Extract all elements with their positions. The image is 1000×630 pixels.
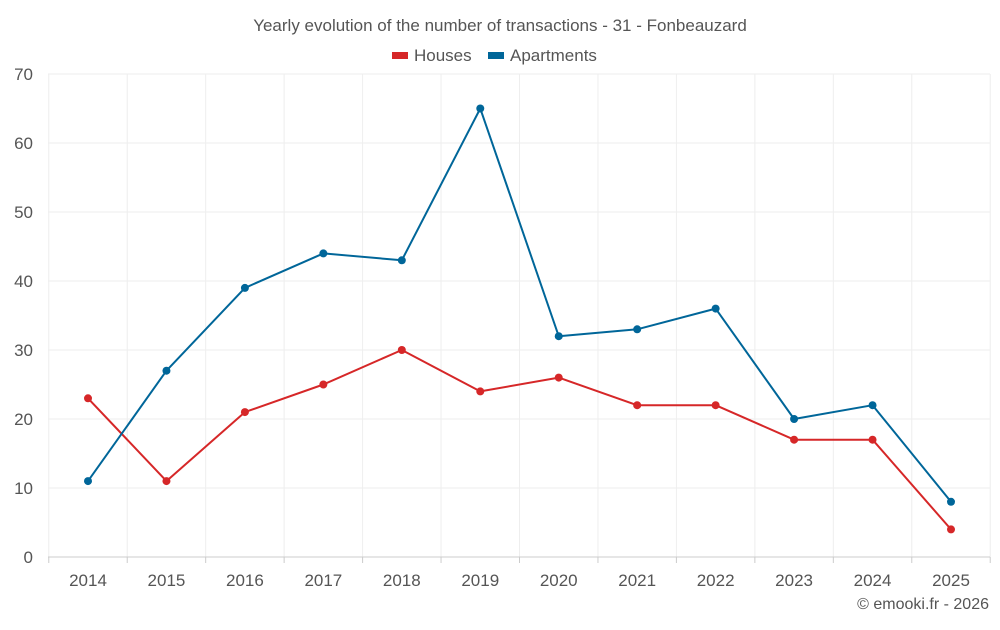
x-tick-label: 2023 [775,571,813,590]
x-tick-label: 2024 [854,571,892,590]
x-tick-label: 2017 [304,571,342,590]
y-tick-label: 50 [14,203,33,222]
data-point-houses[interactable] [162,477,171,486]
data-point-apartments[interactable] [319,249,328,258]
x-gridlines [48,74,991,557]
data-point-apartments[interactable] [554,332,563,341]
data-point-apartments[interactable] [790,415,799,423]
chart-title: Yearly evolution of the number of transa… [253,16,747,35]
legend-item-houses[interactable]: Houses [392,46,472,65]
data-point-apartments[interactable] [476,104,485,113]
data-point-houses[interactable] [240,408,249,417]
data-point-houses[interactable] [84,394,92,403]
y-tick-label: 0 [24,548,33,567]
x-tick-label: 2018 [383,571,421,590]
x-tick-label: 2022 [697,571,735,590]
x-tick-label: 2021 [618,571,656,590]
x-tick-label: 2016 [226,571,264,590]
data-point-apartments[interactable] [84,477,92,486]
data-point-houses[interactable] [319,380,328,389]
y-gridlines [48,73,990,489]
x-tick-label: 2015 [148,571,186,590]
data-point-apartments[interactable] [240,283,249,292]
data-point-houses[interactable] [476,387,485,396]
data-point-houses[interactable] [633,401,642,410]
x-tick-label: 2014 [69,571,107,590]
data-point-houses[interactable] [790,435,799,444]
y-tick-label: 30 [14,341,33,360]
data-point-apartments[interactable] [868,401,877,410]
legend-item-apartments[interactable]: Apartments [488,46,597,65]
data-point-houses[interactable] [397,346,406,354]
x-tick-label: 2019 [461,571,499,590]
data-point-houses[interactable] [947,525,955,534]
data-point-houses[interactable] [868,435,877,444]
y-axis-ticks: 0 10 20 30 40 50 60 70 [14,65,33,567]
y-tick-label: 20 [14,410,33,429]
series-layer [84,104,955,534]
legend-label-apartments: Apartments [510,46,597,65]
data-point-houses[interactable] [711,401,720,410]
y-tick-label: 10 [14,479,33,498]
legend-swatch-apartments [488,52,504,59]
data-point-apartments[interactable] [633,325,642,334]
y-tick-label: 70 [14,65,33,84]
series-line-apartments [87,107,952,503]
data-point-apartments[interactable] [711,304,720,313]
x-axis-ticks: 2014 2015 2016 2017 2018 2019 2020 2021 2022 2023… [48,557,991,590]
legend-label-houses: Houses [414,46,472,65]
credit-text: © emooki.fr - 2026 [857,596,989,613]
y-tick-label: 60 [14,134,33,153]
series-line-houses [87,349,952,531]
y-tick-label: 40 [14,272,33,291]
legend-swatch-houses [392,52,408,59]
data-point-apartments[interactable] [947,497,955,506]
legend: Houses Apartments [392,46,597,65]
x-tick-label: 2020 [540,571,578,590]
data-point-apartments[interactable] [397,256,406,265]
data-point-apartments[interactable] [162,366,171,375]
data-point-houses[interactable] [554,373,563,382]
x-tick-label: 2025 [932,571,970,590]
